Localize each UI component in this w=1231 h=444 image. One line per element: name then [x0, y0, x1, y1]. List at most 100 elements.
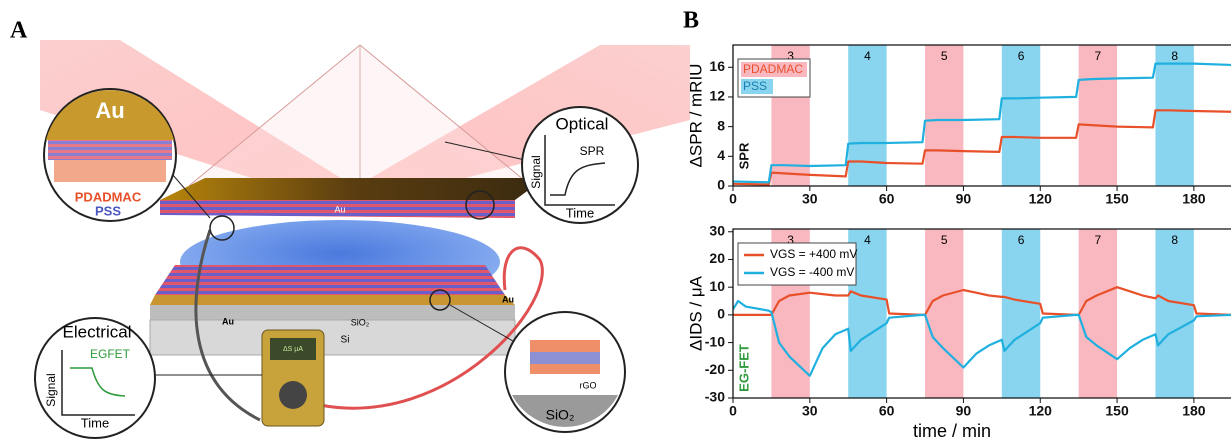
- x-tick-label: 150: [1105, 191, 1129, 207]
- signal-label: Signal: [529, 155, 543, 188]
- substrate: [512, 395, 618, 427]
- callout-line: [444, 141, 526, 161]
- x-tick-label: 30: [802, 191, 818, 207]
- legend-swatch: [741, 62, 807, 77]
- time-label: Time: [566, 205, 594, 220]
- egfet-label: EGFET: [90, 347, 131, 361]
- rgo-label: rGO: [580, 380, 597, 390]
- curve-sketch: [70, 367, 126, 397]
- data-line: [733, 109, 1231, 186]
- polyelectrolyte-layers: [155, 265, 505, 295]
- polymer-mesh: [530, 352, 600, 364]
- stimulus-band: [1155, 45, 1194, 186]
- stimulus-band: [1001, 229, 1041, 398]
- signal-label: Signal: [44, 373, 58, 406]
- y-tick-label: -20: [705, 361, 725, 377]
- callout-line: [449, 304, 521, 346]
- callout-ring: [429, 289, 451, 311]
- au-label: Au: [334, 204, 345, 214]
- optical-label: Optical: [556, 114, 609, 133]
- callout-ring: [209, 215, 235, 241]
- band-label: 6: [1018, 49, 1025, 63]
- band-label: 7: [1095, 49, 1102, 63]
- sio2-label: SiO₂: [546, 407, 575, 423]
- legend-swatch: [741, 79, 773, 94]
- legend-label: VGS = +400 mV: [770, 247, 857, 261]
- y-tick-label: 0: [717, 306, 725, 322]
- y-axis-title: ΔIDS / μA: [686, 275, 705, 351]
- x-tick-label: 0: [729, 403, 737, 419]
- light-beam: [350, 45, 690, 200]
- wire: [194, 229, 261, 422]
- pdadmac-label: PDADMAC: [75, 189, 142, 204]
- stimulus-band: [1078, 229, 1118, 398]
- polymer-mesh: [530, 340, 600, 352]
- polymer-mesh: [48, 140, 172, 160]
- legend-label: PDADMAC: [743, 62, 803, 76]
- au-contact: [150, 295, 515, 305]
- y-tick-label: 8: [717, 117, 725, 133]
- sio2-layer: [150, 305, 515, 320]
- au-label: Au: [222, 316, 234, 326]
- au-region: [46, 90, 174, 140]
- au-label: Au: [502, 294, 514, 304]
- x-axis-title: time / min: [913, 421, 991, 441]
- axis-frame: [732, 228, 1231, 399]
- y-tick-label: 12: [709, 88, 725, 104]
- band-label: 3: [787, 49, 794, 63]
- x-tick-label: 60: [879, 191, 895, 207]
- polymer-mesh: [530, 364, 600, 374]
- band-label: 4: [864, 49, 871, 63]
- polymer-mesh: [54, 160, 166, 182]
- au-label: Au: [95, 98, 124, 123]
- panel-a: A Au PDADMAC PSS Optical: [10, 18, 690, 439]
- legend-label: VGS = -400 mV: [770, 265, 854, 279]
- zoom-circle: [521, 106, 639, 224]
- axes-sketch: [61, 350, 135, 416]
- multimeter-display: [270, 338, 316, 360]
- band-label: 5: [941, 233, 948, 247]
- sio2-label: SiO₂: [351, 317, 370, 327]
- panel-label: B: [683, 8, 699, 34]
- data-line: [733, 62, 1231, 184]
- panel-label: A: [10, 18, 28, 44]
- x-tick-label: 180: [1182, 403, 1206, 419]
- band-label: 8: [1171, 233, 1178, 247]
- au-slab: [160, 178, 545, 200]
- x-tick-label: 60: [879, 403, 895, 419]
- y-tick-label: 4: [717, 147, 725, 163]
- band-label: 4: [864, 233, 871, 247]
- electrical-label: Electrical: [63, 322, 132, 341]
- band-label: 6: [1018, 233, 1025, 247]
- axis-frame: [732, 44, 1231, 187]
- y-tick-label: 16: [709, 58, 725, 74]
- x-tick-label: 0: [729, 191, 737, 207]
- x-tick-label: 150: [1105, 403, 1129, 419]
- stimulus-band: [1155, 229, 1194, 398]
- data-line: [733, 299, 1231, 377]
- pss-label: PSS: [95, 203, 121, 218]
- multimeter-dial: [279, 381, 307, 409]
- stimulus-band: [1001, 45, 1041, 186]
- y-tick-label: -30: [705, 389, 725, 405]
- x-tick-label: 120: [1029, 191, 1053, 207]
- callout-ring: [465, 190, 495, 220]
- y-tick-label: 30: [709, 222, 725, 238]
- stimulus-band: [1078, 45, 1118, 186]
- annotation: EG-FET: [736, 344, 751, 392]
- x-tick-label: 120: [1029, 403, 1053, 419]
- si-label: Si: [341, 335, 350, 346]
- y-tick-label: 0: [717, 177, 725, 193]
- x-tick-label: 30: [802, 403, 818, 419]
- spr-label: SPR: [580, 144, 605, 158]
- stimulus-band: [848, 45, 887, 186]
- wire: [319, 246, 544, 410]
- annotation: SPR: [736, 142, 751, 169]
- band-label: 5: [941, 49, 948, 63]
- y-axis-title: ΔSPR / mRIU: [686, 64, 705, 168]
- band-label: 3: [787, 233, 794, 247]
- si-layer: [149, 319, 516, 356]
- legend-label: PSS: [743, 79, 767, 93]
